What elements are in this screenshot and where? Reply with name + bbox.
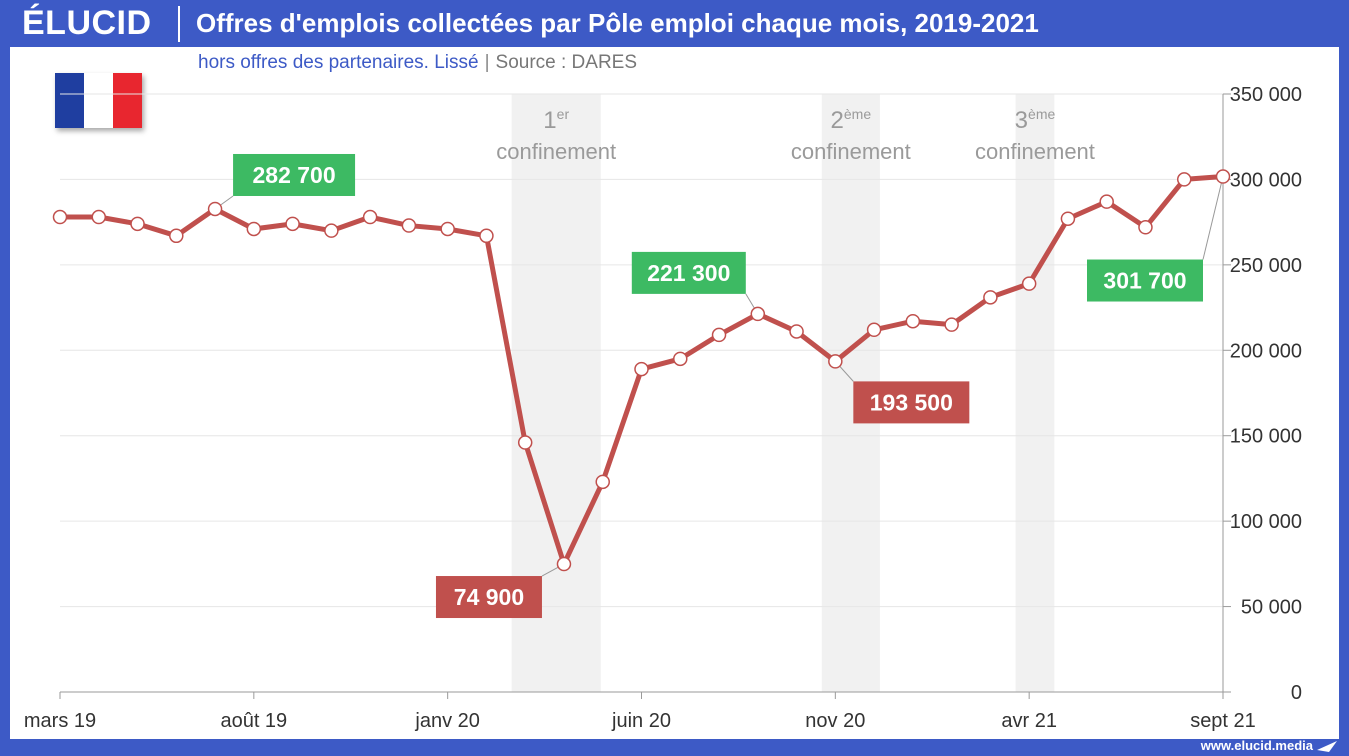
france-flag-icon xyxy=(55,73,142,128)
data-point xyxy=(711,327,727,343)
x-tick-label: juin 20 xyxy=(611,710,671,732)
annotation-label: 221 300 xyxy=(647,260,730,286)
data-point xyxy=(673,351,688,367)
data-point xyxy=(479,228,494,244)
annotation-box xyxy=(233,153,356,196)
data-point xyxy=(983,290,998,305)
data-point xyxy=(52,209,68,225)
annotation-box xyxy=(853,381,970,424)
lockdown-bands: 1er confinement 2ème confinement 3ème confine… xyxy=(496,94,1095,692)
y-tick-label: 50 000 xyxy=(1241,597,1302,619)
data-point xyxy=(207,201,223,217)
x-tick-label: sept 21 xyxy=(1190,710,1256,732)
data-point xyxy=(440,221,455,237)
data-point xyxy=(634,361,649,377)
data-point xyxy=(130,216,145,232)
subtitle-main: hors offres des partenaires. Lissé xyxy=(198,52,479,73)
annotation-box xyxy=(631,251,746,294)
lockdown-band-label: confinement xyxy=(975,139,1095,164)
lockdown-band-number: 1er xyxy=(543,106,569,134)
flag-stripe-red xyxy=(113,73,142,128)
data-point xyxy=(324,223,339,238)
data-point xyxy=(905,313,921,329)
x-tick-label: janv 20 xyxy=(414,710,480,732)
subtitle-source: Source : DARES xyxy=(495,52,638,73)
data-point xyxy=(944,317,959,332)
data-point xyxy=(866,322,882,338)
data-point xyxy=(1138,220,1153,235)
header-divider xyxy=(178,6,180,42)
lockdown-band-label: confinement xyxy=(791,139,911,164)
axes: 0 50 000 100 000 150 000 200 000 250 000 300 0… xyxy=(24,84,1302,732)
lockdown-band-label: confinement xyxy=(496,139,616,164)
chart-subtitle: hors offres des partenaires. Lissé | Sourc… xyxy=(198,52,637,74)
annotation-box xyxy=(435,576,542,619)
annotation-leader xyxy=(1202,176,1224,260)
data-point xyxy=(246,221,262,237)
data-point xyxy=(1021,276,1037,291)
chart-panel xyxy=(10,47,1339,739)
x-tick-label: nov 20 xyxy=(805,710,865,732)
data-point xyxy=(285,216,300,232)
data-point xyxy=(595,474,610,490)
data-point xyxy=(91,209,107,225)
y-tick-label: 150 000 xyxy=(1230,426,1302,448)
data-point xyxy=(362,209,378,225)
data-point xyxy=(789,324,804,339)
chart-title: Offres d'emplois collectées par Pôle emp… xyxy=(196,8,1039,38)
subtitle-separator: | xyxy=(484,52,490,73)
x-tick-label: avr 21 xyxy=(1001,710,1057,732)
data-point xyxy=(556,556,572,572)
data-point xyxy=(401,218,417,233)
data-series xyxy=(52,169,1231,572)
data-point xyxy=(1215,169,1231,184)
header-bar: ÉLUCID Offres d'emplois collectées par P… xyxy=(0,0,1349,47)
data-point xyxy=(1099,194,1114,209)
annotation-label: 301 700 xyxy=(1103,268,1186,294)
y-tick-label: 200 000 xyxy=(1230,340,1302,362)
data-point xyxy=(828,354,843,369)
y-tick-label: 300 000 xyxy=(1230,169,1302,191)
data-point xyxy=(1176,172,1192,187)
data-point xyxy=(750,306,766,322)
x-tick-label: mars 19 xyxy=(24,710,96,732)
flag-stripe-blue xyxy=(55,73,84,128)
data-point xyxy=(517,435,533,450)
flag-stripe-white xyxy=(84,73,113,128)
lockdown-band-number: 3ème xyxy=(1015,106,1056,134)
y-tick-label: 100 000 xyxy=(1230,511,1302,533)
data-point xyxy=(1060,211,1076,226)
lockdown-band xyxy=(1015,94,1055,692)
lockdown-band-number: 2ème xyxy=(831,106,872,134)
elucid-arrow-icon xyxy=(1317,741,1337,752)
annotation-box xyxy=(1087,259,1203,302)
annotation-leaders xyxy=(214,176,1224,577)
annotation-label: 74 900 xyxy=(454,584,524,610)
y-tick-label: 350 000 xyxy=(1230,84,1302,106)
x-tick-label: août 19 xyxy=(220,710,287,732)
footer-url[interactable]: www.elucid.media xyxy=(1200,738,1313,753)
elucid-logo: ÉLUCID xyxy=(22,4,152,42)
data-point xyxy=(169,228,184,244)
y-tick-label: 0 xyxy=(1291,682,1302,704)
annotation-label: 193 500 xyxy=(870,389,953,415)
annotation-label: 282 700 xyxy=(252,162,335,188)
y-tick-label: 250 000 xyxy=(1230,255,1302,277)
annotations: 282 700 74 900 221 300 193 500 301 700 xyxy=(233,153,1203,619)
